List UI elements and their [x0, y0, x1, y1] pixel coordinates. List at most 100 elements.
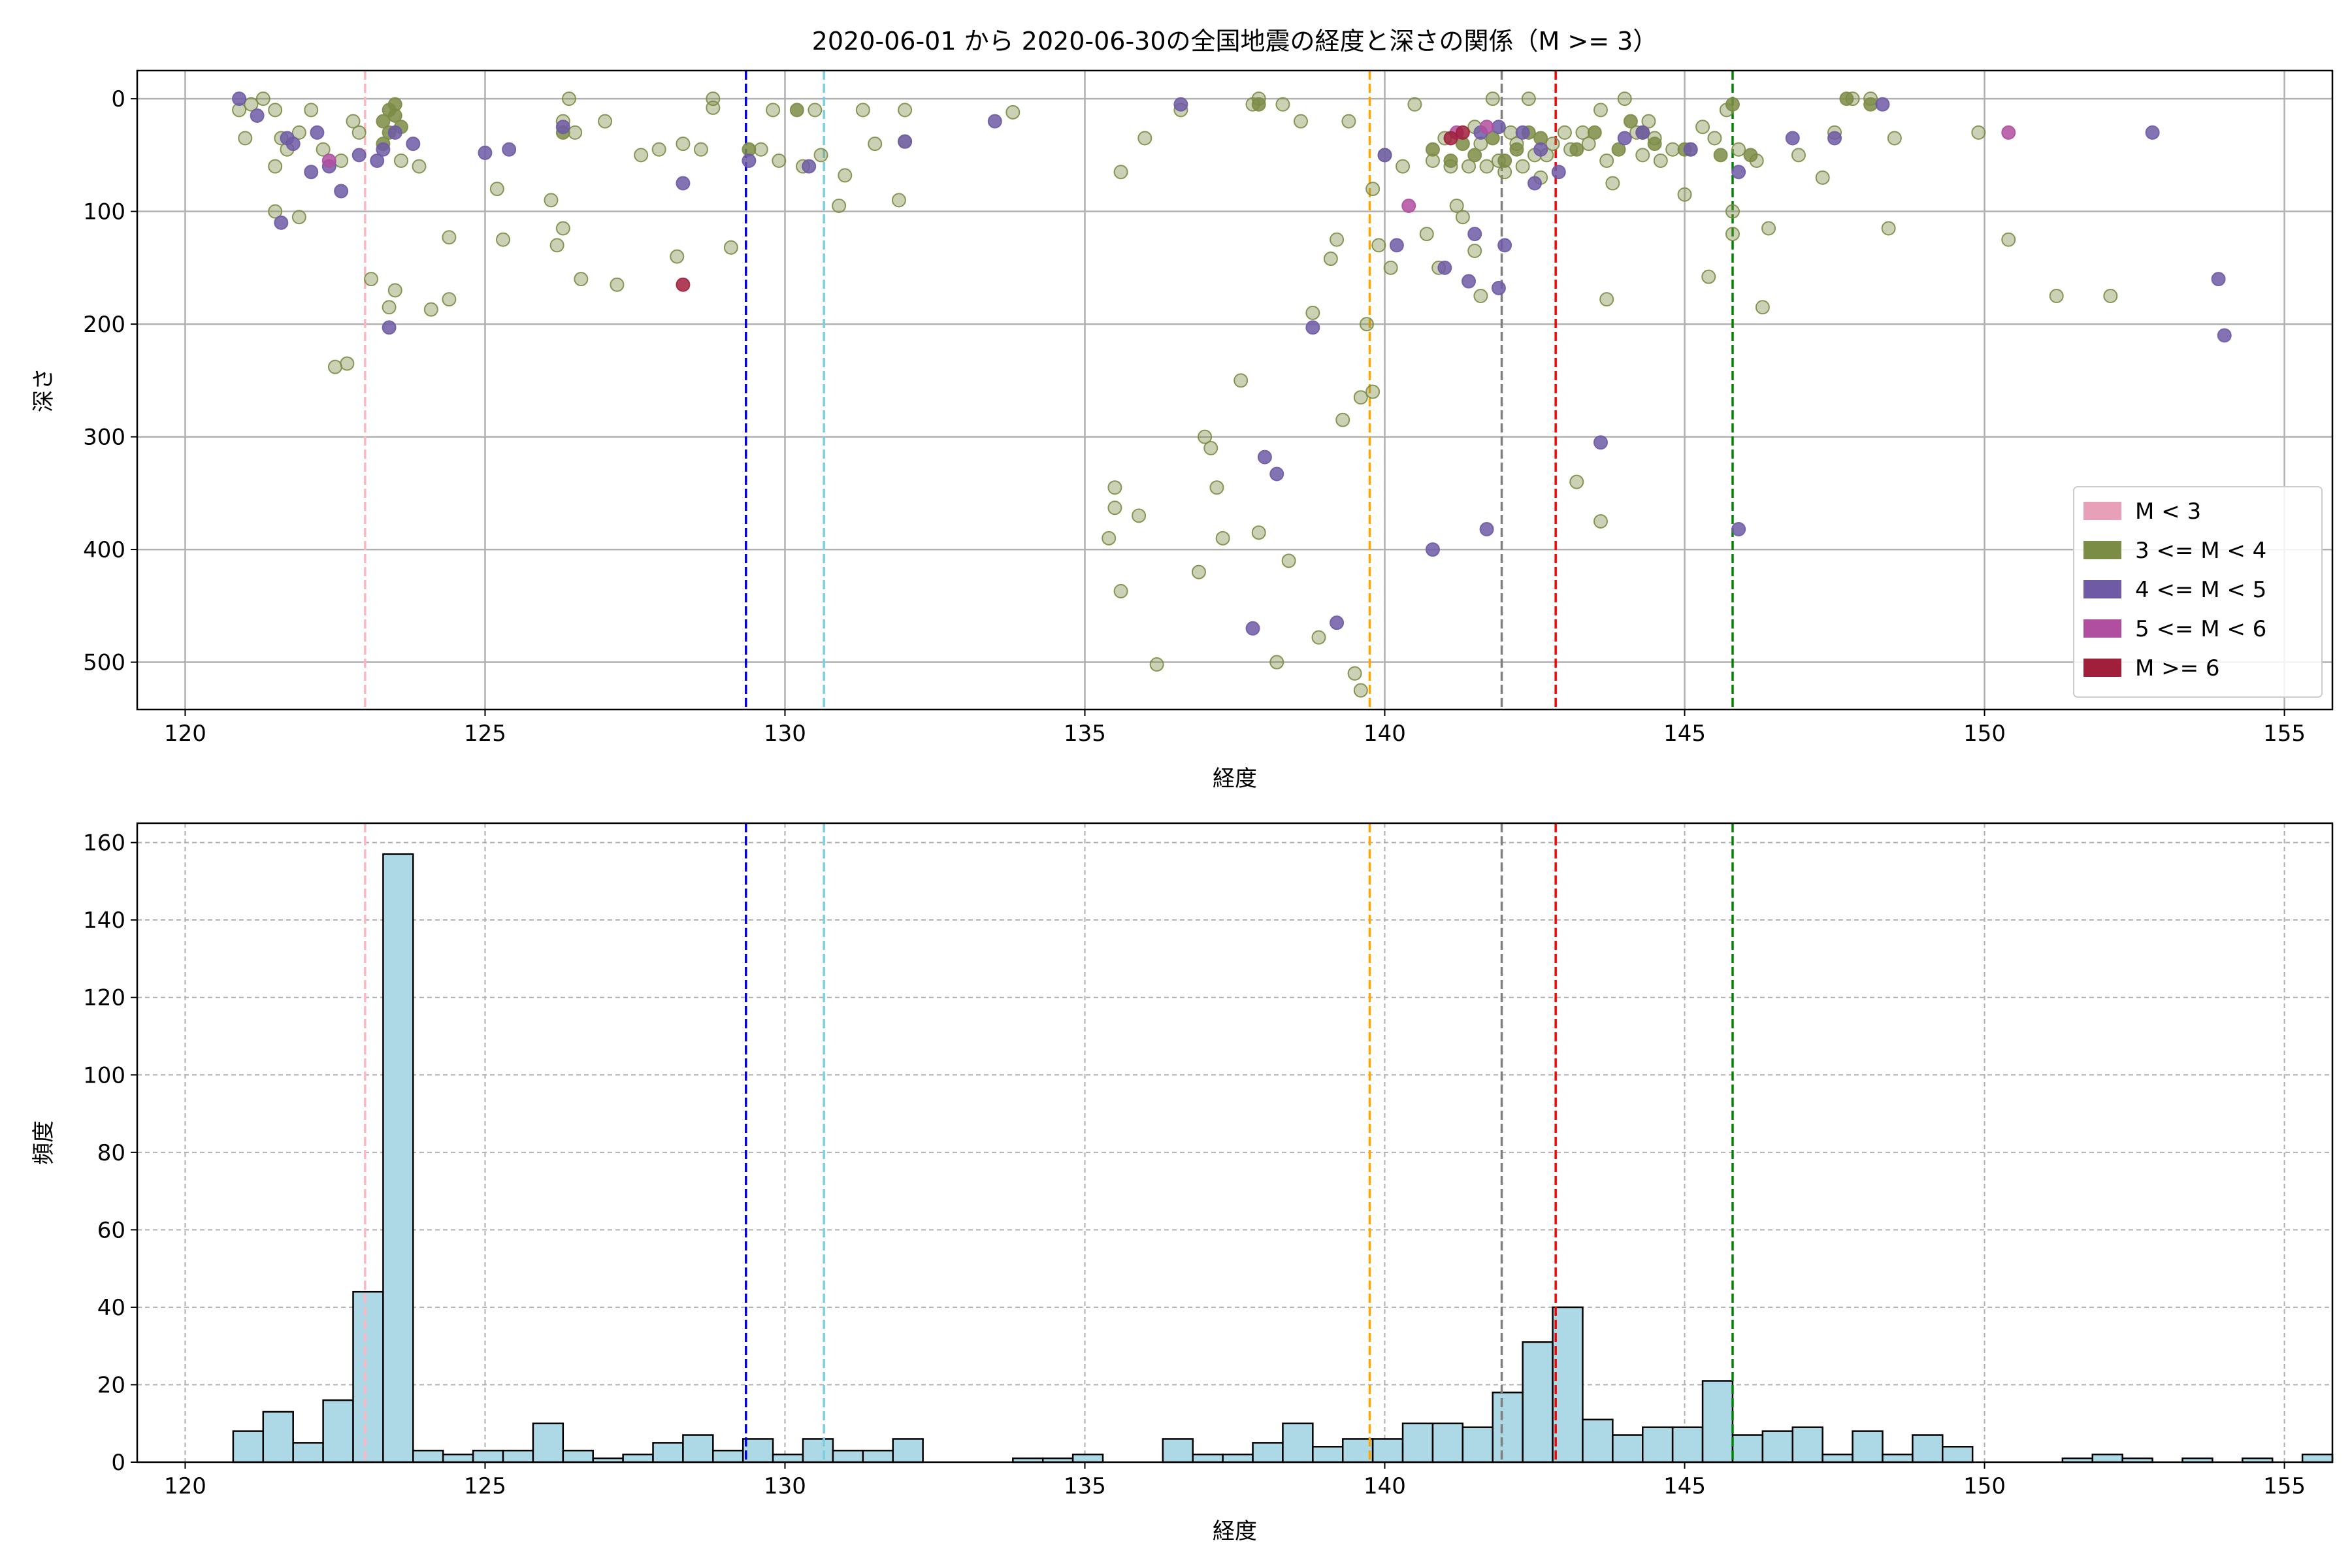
- scatter-axes-frame: [136, 69, 2334, 711]
- scatter-point: [1479, 522, 1494, 537]
- scatter-y-tick-labels: 0 100 200 300 400 500: [83, 86, 137, 676]
- y-tick-label: 0: [111, 1450, 125, 1476]
- scatter-point: [1827, 131, 1842, 146]
- scatter-point: [1497, 238, 1512, 253]
- y-tick-label: 100: [83, 1062, 125, 1088]
- histogram-bar: [1582, 1418, 1614, 1463]
- scatter-point: [304, 103, 319, 118]
- scatter-point: [898, 134, 913, 149]
- chart-title: 2020-06-01 から 2020-06-30の全国地震の経度と深さの関係（M…: [812, 27, 1658, 56]
- scatter-point: [1569, 474, 1584, 489]
- scatter-point: [1245, 621, 1260, 636]
- scatter-point: [1269, 655, 1284, 670]
- scatter-points: [232, 91, 2232, 698]
- scatter-point: [568, 125, 583, 140]
- scatter-point: [676, 176, 691, 191]
- scatter-point: [1281, 553, 1296, 568]
- y-tick-label: 0: [111, 86, 125, 112]
- scatter-point: [1515, 159, 1530, 174]
- histogram-bar: [232, 1430, 265, 1463]
- scatter-point: [1611, 142, 1626, 157]
- histogram-bar: [1071, 1453, 1104, 1463]
- histogram-bar: [1312, 1446, 1344, 1463]
- scatter-point: [561, 91, 576, 106]
- scatter-point: [1731, 142, 1746, 157]
- scatter-point: [891, 193, 906, 208]
- histogram-bar: [1642, 1426, 1674, 1463]
- y-tick-label: 20: [97, 1372, 125, 1398]
- scatter-point: [1515, 125, 1530, 140]
- legend-label: M < 3: [2135, 498, 2201, 525]
- histogram-bar: [322, 1399, 354, 1463]
- histogram-bar: [1401, 1422, 1434, 1463]
- scatter-point: [1449, 198, 1464, 213]
- histogram-bar: [2091, 1453, 2123, 1463]
- scatter-point: [2001, 232, 2016, 247]
- scatter-point: [327, 359, 342, 374]
- histogram-bar: [682, 1434, 714, 1463]
- x-tick-label: 135: [1064, 1473, 1106, 1499]
- histogram-bar: [622, 1453, 654, 1463]
- scatter-point: [1467, 148, 1482, 163]
- scatter-point: [1371, 238, 1386, 253]
- legend-swatch: [2083, 659, 2121, 677]
- legend-entry: 5 <= M < 6: [2083, 616, 2266, 642]
- scatter-point: [1107, 480, 1122, 495]
- scatter-point: [1215, 531, 1230, 546]
- scatter-point: [1485, 91, 1500, 106]
- scatter-point: [1347, 666, 1362, 681]
- scatter-point: [250, 108, 265, 123]
- histogram-bar: [712, 1449, 744, 1463]
- scatter-point: [1113, 165, 1128, 180]
- scatter-point: [382, 320, 397, 335]
- legend-label: M >= 6: [2135, 655, 2220, 681]
- scatter-point: [2217, 328, 2232, 343]
- scatter-point: [1425, 542, 1440, 557]
- scatter-point: [1587, 125, 1602, 140]
- scatter-point: [1305, 305, 1320, 320]
- scatter-point: [1599, 292, 1614, 307]
- scatter-point: [670, 249, 685, 264]
- x-tick-label: 120: [164, 1473, 206, 1499]
- x-tick-label: 130: [764, 1473, 806, 1499]
- x-tick-label: 145: [1663, 1473, 1706, 1499]
- scatter-point: [268, 103, 283, 118]
- histogram-bar: [1552, 1306, 1584, 1463]
- scatter-point: [1462, 159, 1477, 174]
- scatter-point: [291, 210, 306, 225]
- histogram-y-axis-label: 頻度: [31, 1120, 57, 1165]
- scatter-point: [1359, 317, 1374, 332]
- scatter-point: [574, 272, 589, 287]
- scatter-point: [310, 125, 325, 140]
- y-tick-label: 500: [83, 650, 125, 676]
- scatter-point: [1275, 97, 1290, 112]
- scatter-point: [1455, 210, 1470, 225]
- histogram-bar: [412, 1449, 444, 1463]
- scatter-point: [898, 103, 913, 118]
- scatter-point: [1467, 243, 1482, 258]
- scatter-point: [1419, 227, 1434, 242]
- scatter-point: [1330, 615, 1345, 630]
- histogram-axes-frame: [136, 822, 2334, 1463]
- scatter-point: [2211, 272, 2226, 287]
- scatter-point: [555, 120, 570, 135]
- scatter-point: [1521, 91, 1536, 106]
- scatter-point: [304, 165, 319, 180]
- histogram-bar: [2301, 1453, 2334, 1463]
- histogram-bar: [1192, 1453, 1224, 1463]
- scatter-point: [1593, 103, 1608, 118]
- histogram-bar: [292, 1442, 324, 1463]
- scatter-point: [1437, 260, 1452, 275]
- scatter-point: [1467, 227, 1482, 242]
- scatter-point: [1527, 176, 1543, 191]
- histogram-bar: [1162, 1438, 1194, 1463]
- scatter-point: [634, 148, 649, 163]
- scatter-point: [555, 221, 570, 236]
- histogram-bar: [1462, 1426, 1494, 1463]
- x-tick-label: 150: [1963, 1473, 2006, 1499]
- scatter-point: [1353, 390, 1368, 405]
- scatter-point: [1425, 142, 1440, 157]
- scatter-point: [598, 114, 613, 129]
- y-tick-label: 120: [83, 985, 125, 1011]
- scatter-point: [1191, 564, 1206, 580]
